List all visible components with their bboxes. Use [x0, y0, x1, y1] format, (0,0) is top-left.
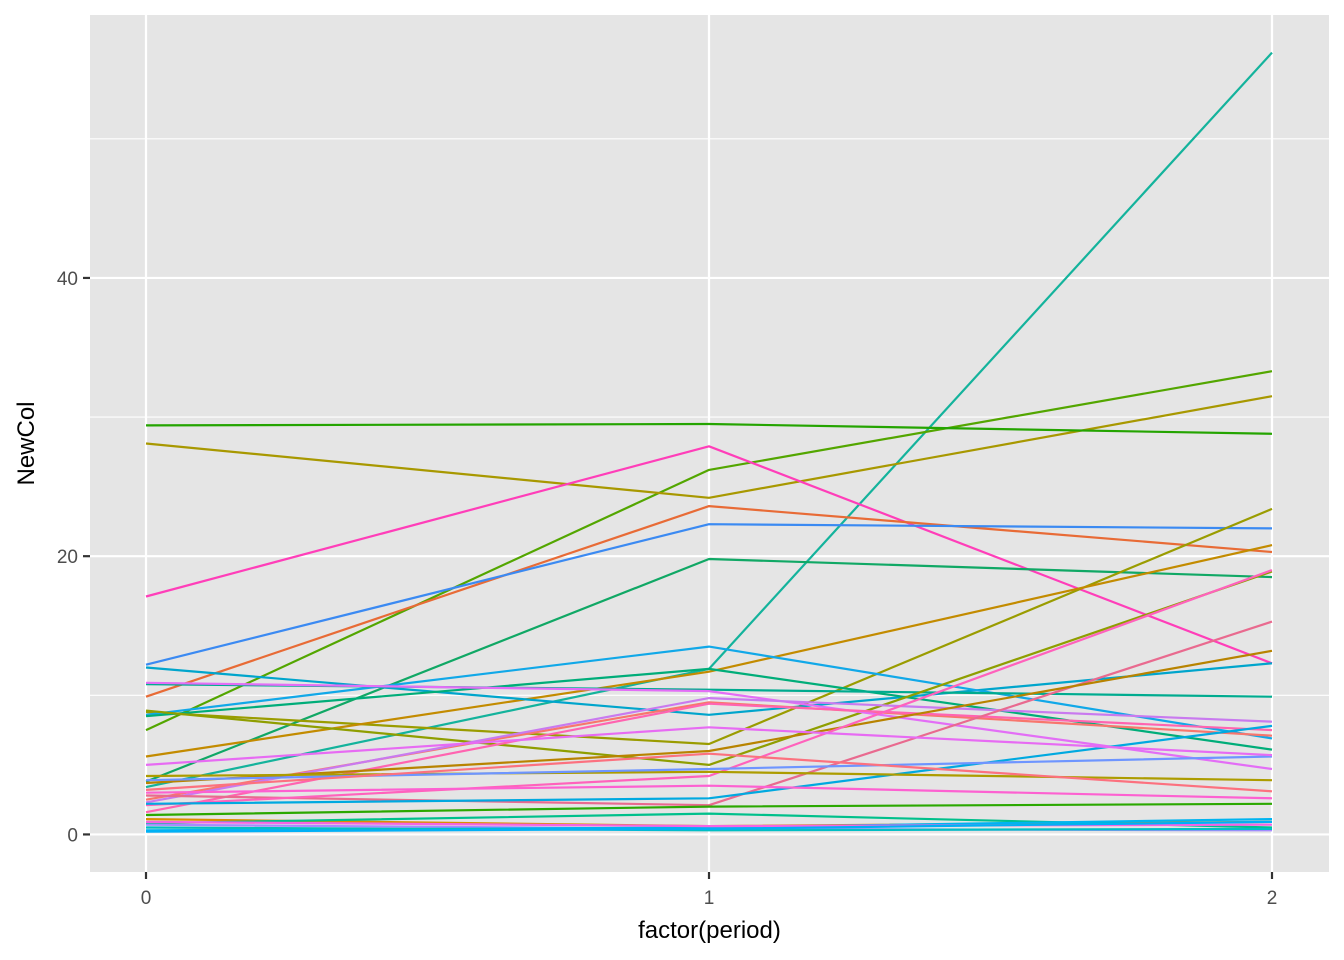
series-line — [145, 752, 1273, 793]
series-line — [145, 724, 1273, 805]
series-lines — [145, 51, 1273, 833]
series-line — [145, 820, 1273, 833]
axis-ticks — [83, 276, 1274, 879]
series-line — [145, 755, 1273, 782]
series-line — [145, 557, 1273, 783]
series-line — [145, 726, 1273, 766]
y-tick-label: 40 — [57, 269, 78, 290]
series-line — [145, 570, 1273, 767]
series-line — [145, 649, 1273, 785]
series-line — [145, 662, 1273, 716]
series-line — [145, 696, 1273, 804]
x-tick-label: 0 — [141, 888, 152, 909]
series-line — [145, 667, 1273, 751]
series-line — [145, 784, 1273, 800]
series-line — [145, 569, 1273, 807]
series-line — [145, 802, 1273, 817]
x-tick-label: 2 — [1267, 888, 1278, 909]
series-line — [145, 422, 1273, 435]
y-tick-label: 20 — [57, 547, 78, 568]
series-line — [145, 523, 1273, 666]
y-axis-title: NewCol — [13, 401, 40, 485]
series-line — [145, 681, 1273, 771]
series-line — [145, 645, 1273, 740]
series-line — [145, 770, 1273, 782]
x-axis-title: factor(period) — [638, 917, 781, 944]
x-tick-label: 1 — [704, 888, 715, 909]
series-line — [145, 370, 1273, 732]
series-line — [145, 445, 1273, 665]
series-line — [145, 826, 1273, 832]
y-tick-label: 0 — [67, 825, 78, 846]
tick-labels: 0 20 40 0 1 2 — [57, 269, 1277, 909]
series-line — [145, 505, 1273, 698]
series-line — [145, 620, 1273, 807]
